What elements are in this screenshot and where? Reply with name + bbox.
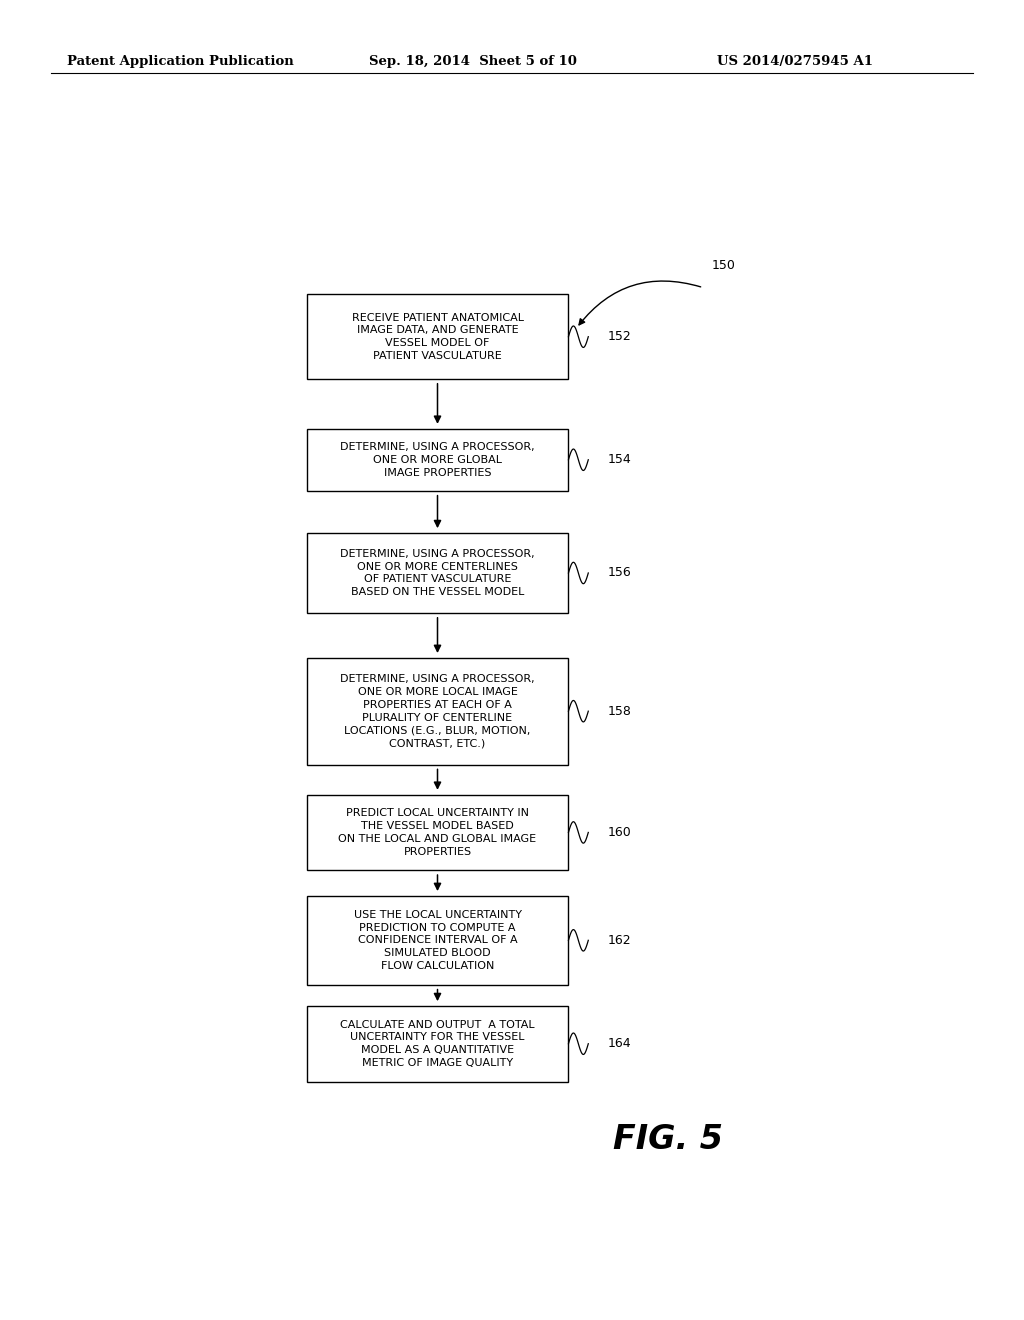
Text: 150: 150 — [712, 259, 735, 272]
Text: US 2014/0275945 A1: US 2014/0275945 A1 — [717, 55, 872, 69]
Text: 154: 154 — [608, 453, 632, 466]
FancyBboxPatch shape — [306, 657, 568, 764]
Text: 164: 164 — [608, 1038, 632, 1051]
FancyBboxPatch shape — [306, 795, 568, 870]
Text: Patent Application Publication: Patent Application Publication — [67, 55, 293, 69]
Text: PREDICT LOCAL UNCERTAINTY IN
THE VESSEL MODEL BASED
ON THE LOCAL AND GLOBAL IMAG: PREDICT LOCAL UNCERTAINTY IN THE VESSEL … — [339, 808, 537, 857]
Text: 158: 158 — [608, 705, 632, 718]
FancyBboxPatch shape — [306, 429, 568, 491]
Text: USE THE LOCAL UNCERTAINTY
PREDICTION TO COMPUTE A
CONFIDENCE INTERVAL OF A
SIMUL: USE THE LOCAL UNCERTAINTY PREDICTION TO … — [353, 909, 521, 972]
FancyBboxPatch shape — [306, 533, 568, 612]
Text: CALCULATE AND OUTPUT  A TOTAL
UNCERTAINTY FOR THE VESSEL
MODEL AS A QUANTITATIVE: CALCULATE AND OUTPUT A TOTAL UNCERTAINTY… — [340, 1019, 535, 1068]
Text: DETERMINE, USING A PROCESSOR,
ONE OR MORE LOCAL IMAGE
PROPERTIES AT EACH OF A
PL: DETERMINE, USING A PROCESSOR, ONE OR MOR… — [340, 675, 535, 748]
Text: RECEIVE PATIENT ANATOMICAL
IMAGE DATA, AND GENERATE
VESSEL MODEL OF
PATIENT VASC: RECEIVE PATIENT ANATOMICAL IMAGE DATA, A… — [351, 313, 523, 360]
Text: Sep. 18, 2014  Sheet 5 of 10: Sep. 18, 2014 Sheet 5 of 10 — [369, 55, 577, 69]
Text: 162: 162 — [608, 933, 632, 946]
Text: DETERMINE, USING A PROCESSOR,
ONE OR MORE GLOBAL
IMAGE PROPERTIES: DETERMINE, USING A PROCESSOR, ONE OR MOR… — [340, 442, 535, 478]
FancyBboxPatch shape — [306, 896, 568, 985]
FancyBboxPatch shape — [306, 294, 568, 379]
Text: FIG. 5: FIG. 5 — [612, 1122, 723, 1155]
Text: 152: 152 — [608, 330, 632, 343]
FancyBboxPatch shape — [306, 1006, 568, 1081]
Text: 160: 160 — [608, 826, 632, 840]
Text: DETERMINE, USING A PROCESSOR,
ONE OR MORE CENTERLINES
OF PATIENT VASCULATURE
BAS: DETERMINE, USING A PROCESSOR, ONE OR MOR… — [340, 549, 535, 597]
Text: 156: 156 — [608, 566, 632, 579]
